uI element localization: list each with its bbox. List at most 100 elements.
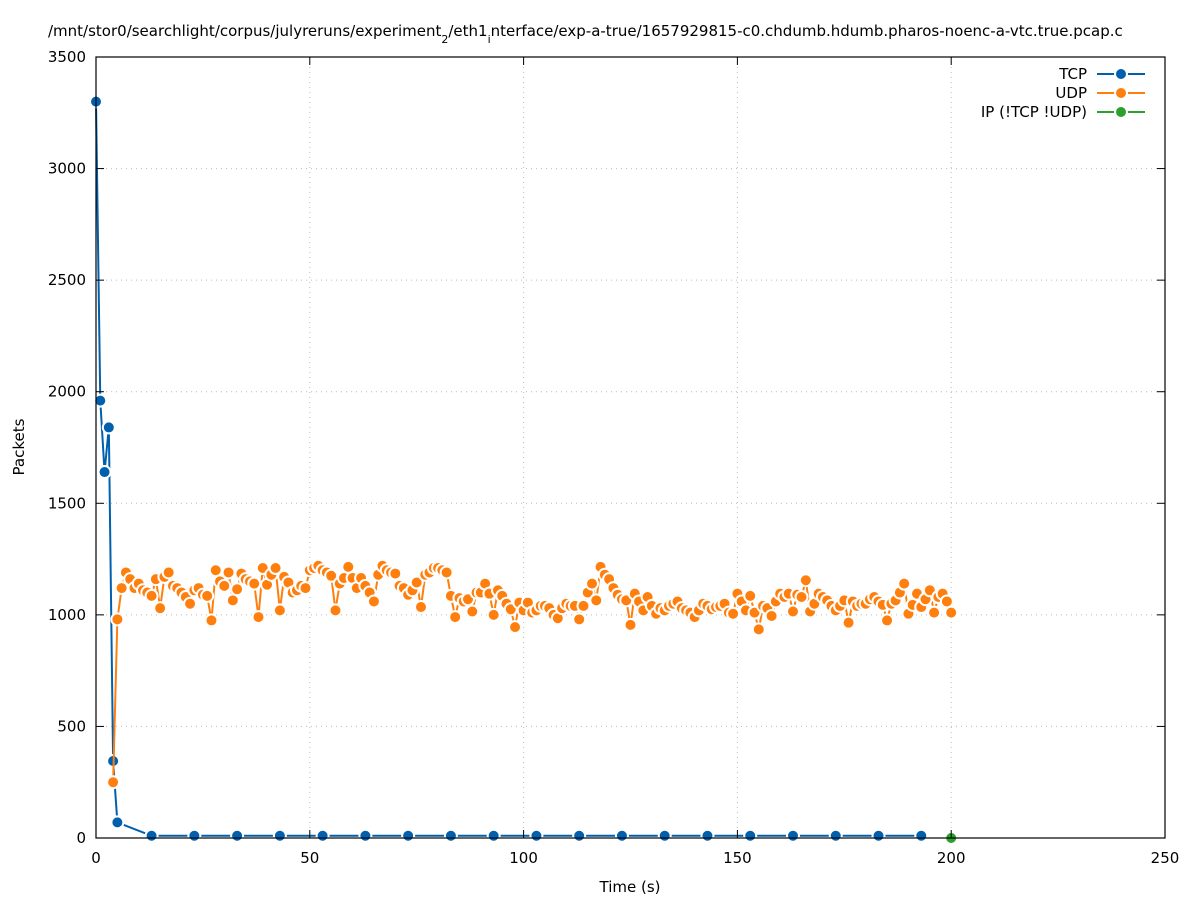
data-point [328,603,343,618]
legend-marker [1114,86,1128,100]
x-tick-label: 100 [509,849,538,867]
data-point [897,576,912,591]
data-point [272,828,287,843]
series-line [95,101,922,837]
title-subscript: i [488,33,491,46]
data-point [183,596,198,611]
data-point [614,828,629,843]
data-point [443,828,458,843]
data-point [743,828,758,843]
data-point [110,815,125,830]
data-point [465,604,480,619]
data-point [187,828,202,843]
title-part: nterface/exp-a-true/1657929815-c0.chdumb… [491,22,1123,40]
data-point [324,568,339,583]
data-point [161,565,176,580]
data-point [486,607,501,622]
series-layer [89,94,959,845]
data-point [589,593,604,608]
y-tick-label: 1500 [48,494,86,512]
x-tick-label: 250 [1151,849,1180,867]
y-tick-label: 0 [76,829,86,847]
x-tick-label: 150 [723,849,752,867]
data-point [272,603,287,618]
plot-border [95,56,1166,839]
data-point [251,610,266,625]
data-point [93,393,108,408]
title-subscript: 2 [441,33,448,46]
y-tick-label: 2500 [48,271,86,289]
legend-marker [1114,105,1128,119]
data-point [785,828,800,843]
data-point [439,565,454,580]
data-point [880,613,895,628]
data-point [572,612,587,627]
data-point [401,828,416,843]
data-point [230,582,245,597]
data-point [247,576,262,591]
y-tick-label: 3000 [48,160,86,178]
data-point [798,573,813,588]
y-tick-label: 1000 [48,606,86,624]
data-point [217,578,232,593]
data-point [221,565,236,580]
data-point [200,588,215,603]
data-point [230,828,245,843]
axis-ticks: 0 50 100 150 200 2500500100015002000250030003… [48,48,1180,867]
data-point [268,560,283,575]
data-point [751,622,766,637]
data-point [794,590,809,605]
data-point [298,581,313,596]
data-point [101,420,116,435]
series-tcp [89,94,929,843]
data-point [153,601,168,616]
data-point [623,617,638,632]
data-point [448,610,463,625]
data-point [841,615,856,630]
legend-marker [1114,67,1128,81]
title-part: /eth1 [448,22,487,40]
data-point [144,828,159,843]
data-point [657,828,672,843]
data-point [144,588,159,603]
data-point [106,775,121,790]
data-point [743,588,758,603]
data-point [529,828,544,843]
y-tick-label: 3500 [48,48,86,66]
y-axis-label: Packets [10,418,28,475]
title-part: /mnt/stor0/searchlight/corpus/julyreruns… [48,22,441,40]
series-udp [106,558,959,790]
x-tick-label: 200 [937,849,966,867]
y-tick-label: 500 [57,717,86,735]
legend-label: TCP [1058,65,1087,83]
data-point [726,606,741,621]
chart-title: /mnt/stor0/searchlight/corpus/julyreruns… [48,22,1123,46]
data-point [914,828,929,843]
x-axis-label: Time (s) [599,878,661,896]
grid [96,57,1165,838]
data-point [927,605,942,620]
data-point [413,600,428,615]
data-point [366,594,381,609]
data-point [110,612,125,627]
data-point [204,613,219,628]
data-point [486,828,501,843]
data-point [700,828,715,843]
legend-label: UDP [1055,84,1087,102]
data-point [409,575,424,590]
y-tick-label: 2000 [48,383,86,401]
legend-label: IP (!TCP !UDP) [981,103,1087,121]
x-tick-label: 0 [91,849,101,867]
data-point [388,566,403,581]
data-point [576,598,591,613]
data-point [944,605,959,620]
data-point [315,828,330,843]
data-point [97,465,112,480]
data-point [828,828,843,843]
data-point [572,828,587,843]
data-point [785,604,800,619]
data-point [508,620,523,635]
data-point [358,828,373,843]
x-tick-label: 50 [300,849,319,867]
